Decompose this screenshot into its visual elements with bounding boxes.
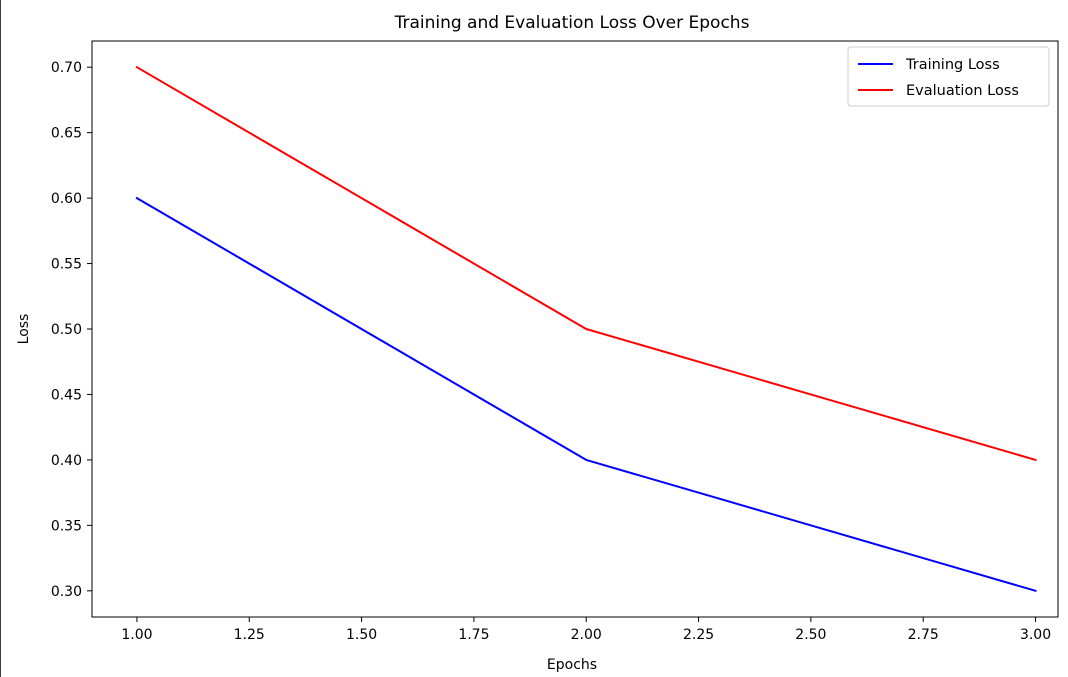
y-tick-label: 0.45 <box>51 387 82 403</box>
x-tick-label: 3.00 <box>1020 627 1051 643</box>
x-tick-label: 2.75 <box>908 627 939 643</box>
y-tick-label: 0.70 <box>51 60 82 76</box>
x-axis: 1.00 1.25 1.50 1.75 2.00 2.25 2.50 2.75 3.00 <box>121 617 1051 643</box>
x-tick-label: 2.00 <box>571 627 602 643</box>
plot-area <box>91 40 1059 618</box>
y-axis-label: Loss <box>16 314 32 345</box>
legend-box <box>847 46 1050 107</box>
x-tick-label: 1.00 <box>121 627 152 643</box>
y-tick-label: 0.30 <box>51 584 82 600</box>
series-line-1 <box>135 65 1037 462</box>
y-tick-label: 0.35 <box>51 518 82 534</box>
x-tick-label: 2.25 <box>683 627 714 643</box>
y-tick-label: 0.55 <box>51 257 82 273</box>
series-line-0 <box>135 196 1037 593</box>
x-tick-label: 1.25 <box>234 627 265 643</box>
y-tick-label: 0.50 <box>51 322 82 338</box>
y-tick-label: 0.40 <box>51 453 82 469</box>
series-lines <box>135 65 1037 593</box>
x-axis-label: Epochs <box>547 657 597 673</box>
x-tick-label: 1.75 <box>458 627 489 643</box>
chart-title: Training and Evaluation Loss Over Epochs <box>394 13 750 33</box>
window-left-border <box>0 0 1 677</box>
y-tick-label: 0.65 <box>51 126 82 142</box>
y-axis: 0.30 0.35 0.40 0.45 0.50 0.55 0.60 0.65 0.70 <box>51 60 92 600</box>
legend-label-0: Training Loss <box>905 57 1000 73</box>
x-tick-label: 1.50 <box>346 627 377 643</box>
legend-label-1: Evaluation Loss <box>906 83 1019 99</box>
x-tick-label: 2.50 <box>795 627 826 643</box>
y-tick-label: 0.60 <box>51 191 82 207</box>
legend: Training Loss Evaluation Loss <box>847 46 1050 107</box>
